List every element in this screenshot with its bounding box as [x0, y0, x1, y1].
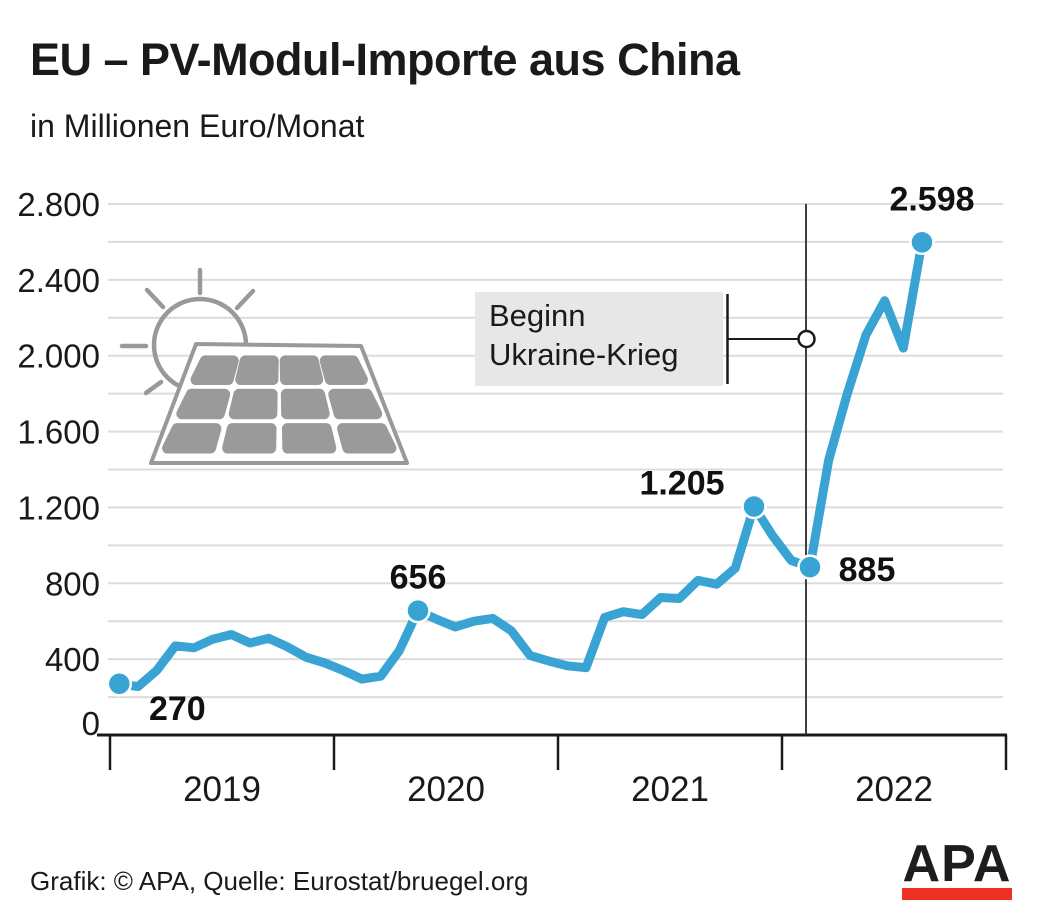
y-axis-tick-label: 400 — [45, 641, 100, 678]
panel-cell — [190, 355, 239, 386]
apa-logo-bar — [902, 888, 1012, 900]
panel-cell — [280, 388, 330, 420]
panel-cell — [328, 388, 383, 420]
y-axis-tick-label: 800 — [45, 565, 100, 602]
value-labels: 270 656 1.205 885 2.598 — [149, 180, 975, 727]
value-label: 656 — [390, 559, 447, 597]
data-series — [106, 229, 935, 697]
panel-cell — [337, 423, 397, 454]
x-axis-year-label: 2019 — [183, 770, 261, 809]
panel-cell — [162, 423, 222, 454]
data-point-dot — [909, 229, 935, 256]
value-label: 885 — [839, 551, 896, 589]
panel-cell — [279, 355, 324, 386]
value-label: 1.205 — [639, 464, 724, 502]
page-title: EU – PV-Modul-Importe aus China — [30, 34, 740, 85]
panel-cell — [235, 355, 279, 386]
y-axis-tick-label: 2.000 — [17, 338, 100, 375]
x-axis-year-label: 2020 — [407, 770, 485, 809]
y-axis-tick-label: 2.800 — [17, 186, 100, 223]
panel-cell — [281, 423, 337, 454]
panel-cell — [176, 388, 231, 420]
annotation-text-line1: Beginn — [489, 298, 586, 333]
annotation-callout: Beginn Ukraine-Krieg — [475, 292, 816, 386]
x-axis: 2019 2020 2021 2022 0 400 800 1.200 1.600 2.000 2.… — [17, 186, 1008, 809]
x-axis-year-label: 2021 — [631, 770, 709, 809]
data-point-dot — [797, 554, 823, 580]
annotation-box — [475, 292, 723, 386]
data-point-dot — [106, 671, 133, 697]
x-axis-year-label: 2022 — [855, 770, 933, 809]
annotation-text-line2: Ukraine-Krieg — [489, 337, 679, 372]
value-label: 270 — [149, 690, 206, 728]
y-axis-tick-label: 2.400 — [17, 262, 100, 299]
apa-logo-text: APA — [902, 835, 1012, 893]
panel-cell — [228, 388, 278, 420]
footer-credit: Grafik: © APA, Quelle: Eurostat/bruegel.… — [30, 866, 529, 896]
chart-subtitle: in Millionen Euro/Monat — [30, 108, 365, 144]
y-axis-tick-label: 1.600 — [17, 414, 100, 451]
y-axis-tick-label: 1.200 — [17, 489, 100, 526]
value-label: 2.598 — [889, 180, 974, 218]
data-point-dot — [741, 493, 767, 520]
panel-cells — [162, 355, 397, 454]
solar-panel-icon — [119, 267, 409, 465]
annotation-marker-circle — [797, 329, 816, 349]
apa-logo: APA — [901, 835, 1013, 900]
panel-cell — [222, 423, 277, 454]
y-axis-tick-label: 0 — [82, 705, 100, 742]
panel-cell — [319, 355, 368, 386]
data-line — [114, 237, 927, 692]
data-point-dot — [405, 597, 431, 624]
